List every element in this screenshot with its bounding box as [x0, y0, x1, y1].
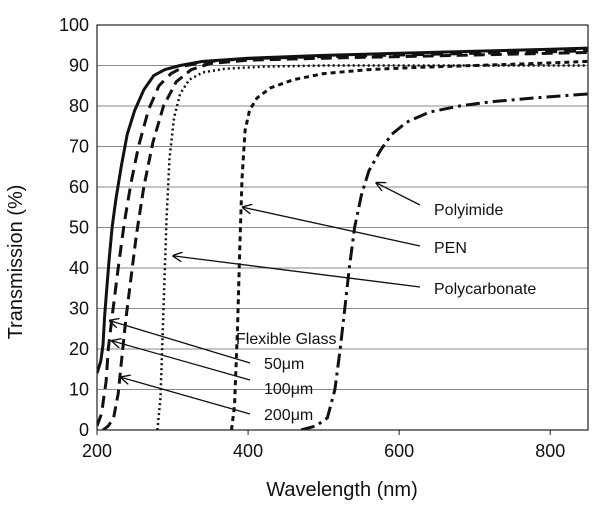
- y-tick-label: 60: [69, 177, 89, 197]
- label-pen: PEN: [434, 240, 467, 257]
- y-axis-title: Transmission (%): [5, 185, 27, 340]
- x-tick-label: 800: [535, 441, 565, 461]
- x-tick-label: 600: [384, 441, 414, 461]
- label-glass-50um: 50μm: [264, 356, 304, 373]
- plot-frame: [96, 24, 589, 431]
- arrow-polyimide: [376, 183, 421, 206]
- series-line-polycarbonate: [156, 64, 588, 430]
- y-tick-label: 80: [69, 96, 89, 116]
- series-line-glass-200um: [102, 51, 588, 430]
- label-glass-200um: 200μm: [264, 407, 313, 424]
- arrow-glass-200um: [121, 377, 251, 415]
- arrow-pen: [243, 207, 421, 247]
- y-tick-label: 100: [59, 15, 89, 35]
- series-lines: [97, 46, 588, 430]
- y-tick-label: 70: [69, 137, 89, 157]
- y-tick-label: 40: [69, 258, 89, 278]
- y-tick-label: 10: [69, 380, 89, 400]
- label-glass-100um: 100μm: [264, 381, 313, 398]
- label-polycarbonate: Polycarbonate: [434, 281, 536, 298]
- annotation-arrows: [110, 183, 421, 415]
- y-tick-label: 0: [79, 420, 89, 440]
- x-tick-label: 400: [233, 441, 263, 461]
- arrow-glass-100um: [112, 341, 251, 381]
- gridlines: [97, 24, 588, 431]
- series-line-pen: [230, 59, 588, 430]
- y-tick-label: 30: [69, 299, 89, 319]
- x-axis-title: Wavelength (nm): [266, 479, 418, 501]
- arrow-polycarbonate: [173, 256, 421, 288]
- label-polyimide: Polyimide: [434, 202, 503, 219]
- x-tick-label: 200: [82, 441, 112, 461]
- series-line-glass-100um: [97, 49, 588, 427]
- y-tick-label: 90: [69, 56, 89, 76]
- label-flexible-glass: Flexible Glass: [236, 331, 336, 348]
- series-line-glass-50um: [97, 46, 588, 374]
- y-tick-label: 50: [69, 218, 89, 238]
- series-line-polyimide: [300, 92, 588, 430]
- arrow-glass-50um: [110, 321, 251, 364]
- y-tick-label: 20: [69, 339, 89, 359]
- tick-labels: 0 10 20 30 40 50 60 70 80 90 100 200 400 600 800: [59, 15, 565, 461]
